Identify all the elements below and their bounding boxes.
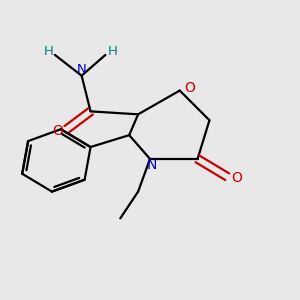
Text: H: H [108, 45, 118, 58]
Text: O: O [185, 81, 196, 94]
Text: H: H [44, 45, 54, 58]
Text: O: O [231, 171, 242, 185]
Text: O: O [52, 124, 63, 138]
Text: N: N [77, 63, 86, 76]
Text: N: N [146, 158, 157, 172]
